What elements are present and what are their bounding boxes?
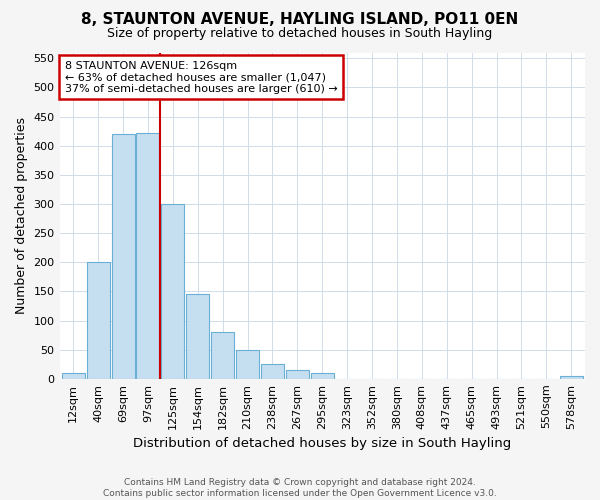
Text: 8, STAUNTON AVENUE, HAYLING ISLAND, PO11 0EN: 8, STAUNTON AVENUE, HAYLING ISLAND, PO11… <box>82 12 518 28</box>
Bar <box>86 262 110 379</box>
Bar <box>286 370 309 379</box>
Bar <box>261 364 284 379</box>
Bar <box>311 373 334 379</box>
Bar <box>211 332 234 379</box>
Bar <box>236 350 259 379</box>
Bar <box>112 134 134 379</box>
X-axis label: Distribution of detached houses by size in South Hayling: Distribution of detached houses by size … <box>133 437 511 450</box>
Bar <box>186 294 209 379</box>
Text: 8 STAUNTON AVENUE: 126sqm
← 63% of detached houses are smaller (1,047)
37% of se: 8 STAUNTON AVENUE: 126sqm ← 63% of detac… <box>65 60 338 94</box>
Bar <box>560 376 583 379</box>
Bar <box>62 373 85 379</box>
Bar <box>136 133 160 379</box>
Text: Contains HM Land Registry data © Crown copyright and database right 2024.
Contai: Contains HM Land Registry data © Crown c… <box>103 478 497 498</box>
Y-axis label: Number of detached properties: Number of detached properties <box>15 117 28 314</box>
Text: Size of property relative to detached houses in South Hayling: Size of property relative to detached ho… <box>107 28 493 40</box>
Bar <box>161 204 184 379</box>
